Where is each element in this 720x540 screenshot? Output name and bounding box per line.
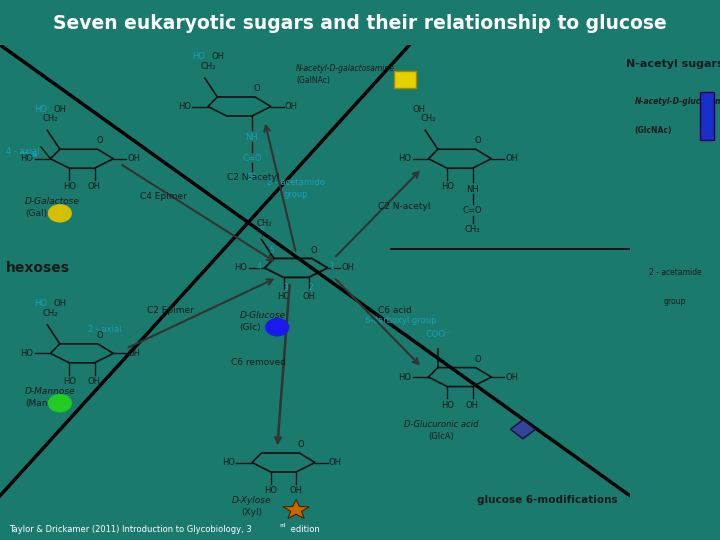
Text: (Glc): (Glc): [239, 323, 261, 332]
Text: D-Mannose: D-Mannose: [25, 387, 76, 396]
Text: C=O: C=O: [242, 154, 262, 163]
Text: |: |: [260, 230, 263, 237]
Text: D-Xylose: D-Xylose: [233, 496, 271, 505]
Text: C2 N-acetyl: C2 N-acetyl: [378, 202, 431, 211]
Text: OH: OH: [285, 102, 298, 111]
Text: OH: OH: [88, 377, 101, 386]
Text: N-acetyl-D-galactosamine: N-acetyl-D-galactosamine: [296, 64, 395, 73]
Text: CH₃: CH₃: [244, 173, 260, 182]
Text: group: group: [664, 296, 686, 306]
Text: HO: HO: [222, 458, 235, 467]
Text: O: O: [96, 331, 103, 340]
Text: CH₂: CH₂: [42, 114, 58, 123]
Circle shape: [48, 395, 71, 411]
Text: COO⁻: COO⁻: [426, 330, 450, 339]
Text: 2 - acetamide: 2 - acetamide: [649, 268, 701, 277]
Circle shape: [48, 205, 71, 222]
Text: 2: 2: [308, 283, 313, 292]
Text: 1: 1: [330, 262, 334, 271]
Text: O: O: [298, 440, 305, 449]
Text: OH: OH: [505, 373, 518, 382]
Text: HO: HO: [398, 373, 411, 382]
Text: 6: 6: [259, 224, 264, 232]
Text: O: O: [310, 246, 317, 255]
Text: OH: OH: [211, 52, 224, 62]
Text: CH₂: CH₂: [200, 62, 216, 71]
Polygon shape: [510, 420, 536, 439]
Text: Taylor & Drickamer (2011) Introduction to Glycobiology, 3: Taylor & Drickamer (2011) Introduction t…: [9, 525, 251, 534]
Text: 4: 4: [256, 262, 261, 271]
Text: O: O: [474, 137, 481, 145]
Text: (GlcA): (GlcA): [428, 432, 454, 441]
Text: OH: OH: [127, 349, 140, 358]
Text: CH₂: CH₂: [257, 219, 272, 227]
Text: (Gal): (Gal): [25, 209, 48, 218]
Text: 6-carboxyl group: 6-carboxyl group: [365, 315, 437, 325]
Text: group: group: [284, 190, 308, 199]
Text: OH: OH: [289, 486, 302, 495]
Text: C2 Epimer: C2 Epimer: [147, 306, 194, 315]
Text: edition: edition: [288, 525, 320, 534]
Text: NH: NH: [466, 185, 479, 194]
Text: 4 - axial: 4 - axial: [6, 147, 40, 156]
Text: HO: HO: [20, 154, 33, 163]
Text: rd: rd: [279, 523, 286, 528]
Text: O: O: [96, 137, 103, 145]
Text: HO: HO: [398, 154, 411, 163]
Text: HO: HO: [178, 102, 191, 111]
Text: HO: HO: [63, 183, 76, 192]
Text: OH: OH: [329, 458, 342, 467]
Text: OH: OH: [302, 292, 315, 301]
Text: OH: OH: [505, 154, 518, 163]
Text: OH: OH: [413, 105, 426, 113]
Text: HO: HO: [35, 299, 48, 308]
Text: N-acetyl-D-glucosamine: N-acetyl-D-glucosamine: [634, 97, 720, 106]
Text: (Man): (Man): [25, 399, 51, 408]
Bar: [394, 71, 416, 87]
Text: O: O: [253, 84, 261, 93]
Text: OH: OH: [466, 401, 479, 410]
Text: NH: NH: [246, 133, 258, 141]
Text: C6 removed: C6 removed: [231, 359, 286, 367]
Text: C6 acid: C6 acid: [378, 306, 412, 315]
Text: O: O: [474, 355, 481, 364]
Text: D-Galactose: D-Galactose: [25, 197, 80, 206]
Text: CH₂: CH₂: [420, 114, 436, 123]
Text: N-acetyl sugars: N-acetyl sugars: [626, 59, 720, 69]
Text: HO: HO: [264, 486, 277, 495]
Text: HO: HO: [192, 52, 205, 62]
Text: OH: OH: [341, 264, 354, 272]
Text: OH: OH: [53, 105, 66, 113]
Text: HO: HO: [235, 264, 248, 272]
Text: CH₂: CH₂: [42, 309, 58, 318]
Text: glucose 6-modifications: glucose 6-modifications: [477, 496, 618, 505]
Text: OH: OH: [127, 154, 140, 163]
Text: OH: OH: [88, 183, 101, 192]
Text: CH₃: CH₃: [464, 225, 480, 234]
Text: C2 N-acetyl: C2 N-acetyl: [227, 173, 279, 182]
Text: HO: HO: [277, 292, 290, 301]
Text: D-Glucuronic acid: D-Glucuronic acid: [404, 420, 478, 429]
Text: 5: 5: [269, 246, 274, 255]
Text: C4 Epimer: C4 Epimer: [140, 192, 187, 201]
Text: HO: HO: [441, 183, 454, 192]
Bar: [701, 92, 714, 140]
Text: HO: HO: [20, 349, 33, 358]
Text: OH: OH: [53, 299, 66, 308]
Text: 2 - acetamido: 2 - acetamido: [267, 178, 325, 187]
Text: D-Glucose: D-Glucose: [239, 311, 286, 320]
Text: HO: HO: [63, 377, 76, 386]
Circle shape: [266, 319, 289, 336]
Text: HO: HO: [35, 105, 48, 113]
Text: (Xyl): (Xyl): [241, 508, 263, 517]
Polygon shape: [283, 500, 310, 518]
Text: 3: 3: [283, 283, 288, 292]
Text: 2 - axial: 2 - axial: [89, 325, 122, 334]
Text: (GalNAc): (GalNAc): [296, 76, 330, 85]
Text: Seven eukaryotic sugars and their relationship to glucose: Seven eukaryotic sugars and their relati…: [53, 14, 667, 33]
Text: HO: HO: [441, 401, 454, 410]
Text: hexoses: hexoses: [6, 261, 71, 275]
Text: (GlcNAc): (GlcNAc): [634, 126, 672, 135]
Text: C=O: C=O: [463, 206, 482, 215]
